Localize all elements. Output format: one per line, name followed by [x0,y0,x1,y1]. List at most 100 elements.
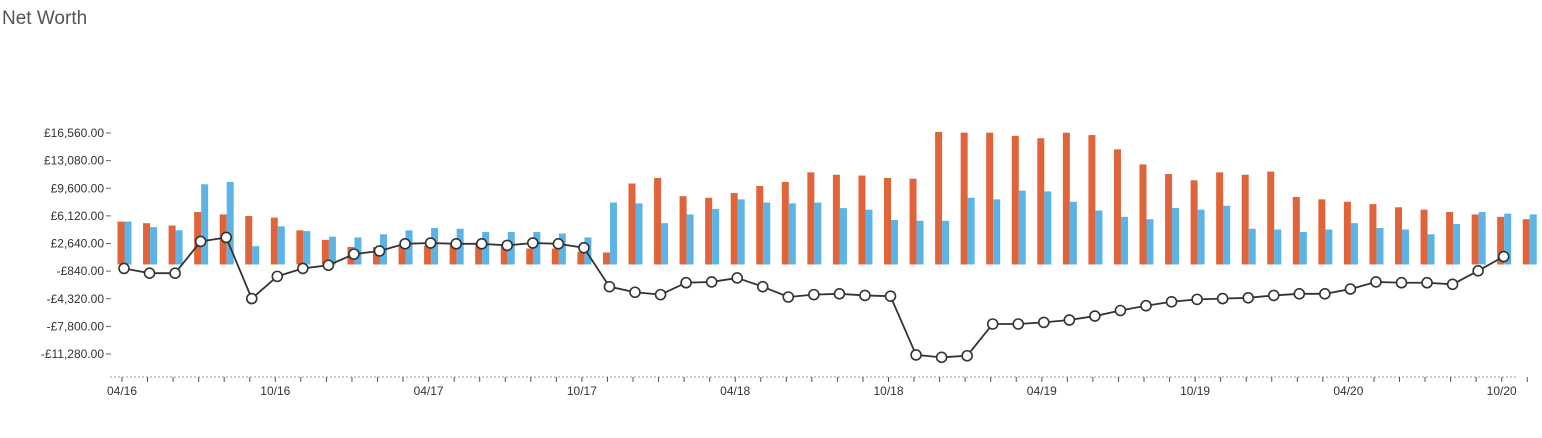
bar-series-2 [1248,228,1256,265]
net-worth-point[interactable] [143,267,156,279]
net-worth-point[interactable] [271,270,284,283]
y-tick-label: -£840.00 [57,264,105,278]
net-worth-point[interactable] [348,248,360,260]
net-worth-point[interactable] [1063,314,1076,326]
bar-series-2 [1504,213,1512,265]
net-worth-point[interactable] [1140,299,1152,312]
net-worth-point[interactable] [1344,283,1357,295]
bar-series-2 [891,220,898,265]
net-worth-point[interactable] [424,237,437,249]
net-worth-point[interactable] [884,290,897,303]
bar-series-1 [475,244,483,265]
y-tick-label: £2,640.00 [51,237,105,251]
net-worth-point[interactable] [245,292,258,305]
net-worth-point[interactable] [450,238,462,250]
bar-series-1 [730,193,738,265]
bar-series-2 [1044,191,1052,265]
net-worth-point[interactable] [322,259,335,272]
net-worth-point[interactable] [782,291,795,303]
bar-series-1 [1318,199,1326,265]
bar-series-1 [781,181,789,265]
bar-series-1 [1113,149,1121,265]
net-worth-point[interactable] [986,318,999,330]
net-worth-point[interactable] [475,238,488,250]
net-worth-point[interactable] [552,238,565,250]
net-worth-point[interactable] [1370,276,1382,288]
net-worth-point[interactable] [859,289,871,302]
bar-series-1 [577,251,585,265]
net-worth-point[interactable] [118,262,130,275]
bar-series-2 [226,181,234,265]
net-worth-point[interactable] [756,280,769,293]
net-worth-point[interactable] [961,349,973,362]
net-worth-point[interactable] [1472,265,1484,277]
net-worth-point[interactable] [373,245,386,257]
bar-series-1 [321,239,329,265]
net-worth-point[interactable] [1191,293,1203,306]
x-tick-label: 10/18 [873,384,903,398]
net-worth-point[interactable] [578,241,590,254]
net-worth-point[interactable] [297,262,309,275]
bar-series-2 [1299,231,1307,265]
net-worth-point[interactable] [680,276,692,289]
bar-series-1 [909,178,917,265]
bar-series-1 [654,177,662,265]
bar-series-2 [1402,229,1409,265]
net-worth-point[interactable] [194,235,207,248]
net-worth-point[interactable] [705,276,718,288]
bar-series-1 [270,217,278,265]
net-worth-point[interactable] [1216,292,1229,305]
net-worth-point[interactable] [935,351,948,364]
bar-series-1 [1267,171,1275,265]
bar-series-2 [993,199,1001,265]
bar-series-1 [935,131,943,265]
x-tick-label: 04/17 [414,384,444,398]
net-worth-point[interactable] [808,288,820,301]
net-worth-point[interactable] [1165,295,1178,308]
net-worth-point[interactable] [833,288,846,300]
net-worth-point[interactable] [220,231,232,244]
net-worth-point[interactable] [1267,289,1280,302]
net-worth-point[interactable] [603,280,616,293]
bar-series-2 [942,220,950,265]
bar-series-2 [277,226,285,265]
net-worth-point[interactable] [1038,316,1050,329]
net-worth-point[interactable] [526,237,539,249]
net-worth-point[interactable] [1089,310,1101,322]
net-worth-point[interactable] [1012,318,1025,330]
x-tick-label: 04/19 [1027,384,1057,398]
net-worth-point[interactable] [910,349,922,361]
bar-series-2 [1453,223,1461,265]
net-worth-point[interactable] [1242,291,1254,304]
net-worth-point[interactable] [1421,276,1433,289]
bar-series-1 [424,245,432,265]
bar-series-1 [500,245,508,265]
bar-series-2 [661,223,669,265]
bar-series-1 [884,177,891,265]
bar-series-2 [839,208,847,265]
net-worth-point[interactable] [1319,288,1331,300]
x-axis: 04/16 10/16 04/17 10/17 04/18 10/18 04/19 10/19… [107,376,1528,398]
net-worth-point[interactable] [1293,288,1306,300]
net-worth-point[interactable] [654,288,667,301]
bar-series-2 [686,214,694,265]
net-worth-point[interactable] [1395,276,1408,289]
bar-series-2 [1274,229,1282,265]
net-worth-point[interactable] [1114,304,1127,317]
net-worth-point[interactable] [629,286,641,299]
bar-series-2 [1529,214,1537,265]
bar-series-1 [551,248,559,265]
net-worth-point[interactable] [1446,278,1459,291]
bar-series-1 [832,174,840,265]
bar-series-1 [1139,164,1147,265]
net-worth-point[interactable] [399,238,411,250]
net-worth-point[interactable] [731,272,744,284]
net-worth-point[interactable] [1497,250,1510,263]
bar-series-2 [124,221,132,265]
bar-series-1 [1420,209,1428,265]
net-worth-point[interactable] [501,239,514,252]
net-worth-point[interactable] [169,267,181,279]
bar-series-2 [967,197,975,265]
bar-series-1 [1522,219,1530,265]
